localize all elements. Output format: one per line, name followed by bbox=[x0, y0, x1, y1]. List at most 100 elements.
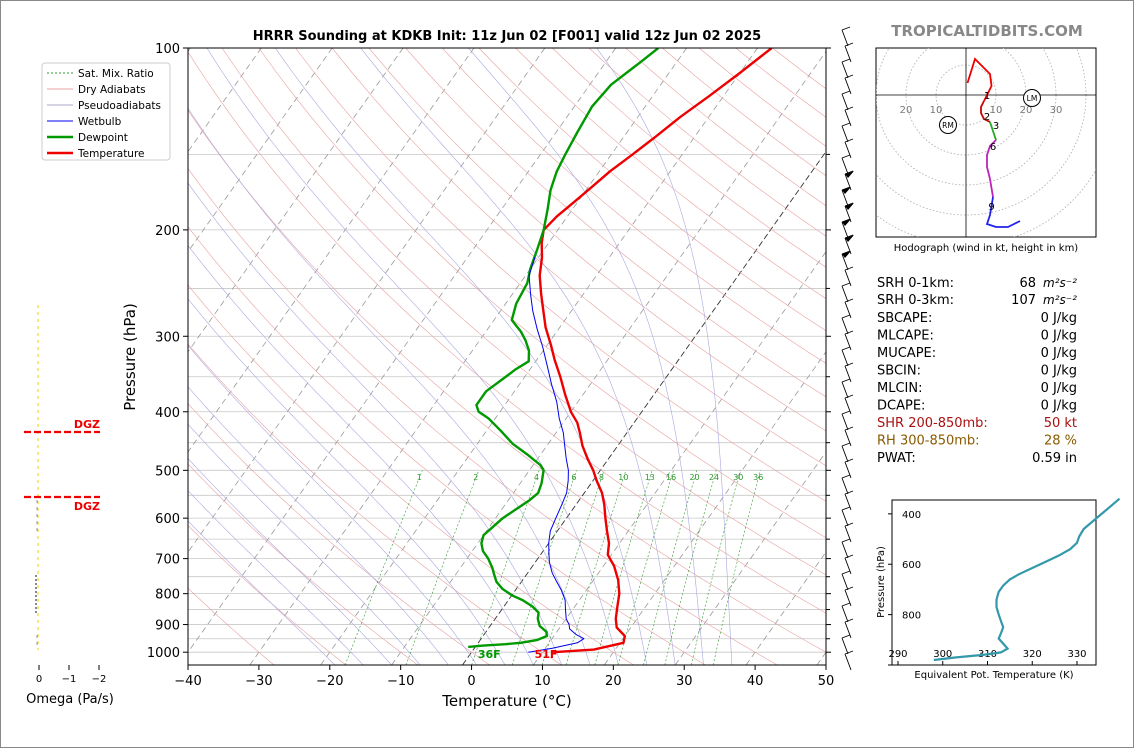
dry-adiabat bbox=[188, 525, 347, 665]
wind-barb-flag bbox=[844, 234, 854, 239]
dry-adiabat bbox=[221, 48, 826, 576]
x-tick-label: 0 bbox=[467, 674, 475, 689]
hodo-marker bbox=[939, 116, 957, 134]
index-label: PWAT: bbox=[877, 451, 916, 466]
wind-barb-flag bbox=[844, 618, 854, 623]
surface-label: 36F bbox=[478, 648, 501, 661]
dry-adiabat bbox=[188, 51, 826, 614]
hodograph-panel: 20 10 10 20 30 1 23 6 9 RM LM Hodograph (wind in k… bbox=[875, 47, 1097, 254]
srh-label: SRH 0-1km: bbox=[877, 276, 954, 291]
pseudoadiabat bbox=[188, 244, 534, 665]
wind-barb bbox=[841, 157, 849, 175]
wind-barb bbox=[841, 509, 849, 527]
index-label: SHR 200-850mb: bbox=[877, 416, 988, 431]
x-tick-label: 30 bbox=[676, 674, 693, 689]
wind-barb-flag bbox=[844, 394, 854, 399]
index-value: 28 % bbox=[1044, 434, 1077, 449]
wind-barb-flag bbox=[844, 74, 854, 79]
wind-barb-flag bbox=[844, 362, 854, 367]
legend-label: Dewpoint bbox=[78, 132, 128, 144]
pseudoadiabat bbox=[275, 48, 648, 665]
mixing-ratio-line bbox=[541, 470, 605, 665]
pseudoadiabat bbox=[468, 48, 704, 665]
mixing-ratio-label: 1 bbox=[417, 473, 422, 482]
hodo-height-label: 1 bbox=[984, 91, 990, 102]
pseudoadiabat bbox=[188, 458, 392, 665]
wind-barb-flag bbox=[841, 602, 851, 607]
isotherm bbox=[188, 48, 617, 653]
hodo-trace bbox=[980, 100, 991, 123]
dry-adiabat bbox=[478, 48, 826, 332]
x-tick-label: −10 bbox=[387, 674, 414, 689]
hodo-height-label: 6 bbox=[990, 142, 996, 153]
srh-unit: m²s⁻² bbox=[1043, 276, 1077, 290]
wind-barb-flag bbox=[844, 522, 854, 527]
dgz-top-label: DGZ bbox=[74, 418, 100, 431]
hodo-marker-label: RM bbox=[942, 121, 954, 130]
wind-barb bbox=[841, 29, 849, 47]
wind-barb-flag bbox=[844, 458, 854, 463]
wind-barb-flag bbox=[841, 474, 851, 479]
wind-barb-flag bbox=[844, 586, 854, 591]
mixing-ratio-line bbox=[712, 470, 761, 665]
legend-label: Dry Adiabats bbox=[78, 84, 146, 96]
mixing-ratio-label: 24 bbox=[709, 473, 719, 482]
x-tick-label: 10 bbox=[534, 674, 551, 689]
y-axis-label: Pressure (hPa) bbox=[121, 303, 139, 411]
y-tick-label: 600 bbox=[155, 512, 180, 527]
x-tick-label: −30 bbox=[245, 674, 272, 689]
hodo-marker-label: LM bbox=[1027, 94, 1038, 103]
index-value: 0 J/kg bbox=[1041, 381, 1077, 396]
wind-barb-pennant bbox=[845, 235, 854, 242]
index-value: 0 J/kg bbox=[1041, 399, 1077, 414]
mixing-ratio-label: 6 bbox=[571, 473, 576, 482]
wind-barb-flag bbox=[844, 266, 854, 271]
y-tick-label: 200 bbox=[155, 224, 180, 239]
y-tick-label: 500 bbox=[155, 464, 180, 479]
wind-barb-flag bbox=[841, 442, 851, 447]
surface-label: 51F bbox=[535, 648, 558, 661]
hodo-trace bbox=[986, 139, 997, 198]
mixing-ratio-line bbox=[512, 470, 577, 665]
wind-barb-flag bbox=[841, 186, 851, 191]
skewt-series bbox=[468, 48, 773, 654]
index-value: 0 J/kg bbox=[1041, 346, 1077, 361]
wind-barb-pennant bbox=[845, 171, 854, 178]
dry-adiabat bbox=[405, 48, 826, 398]
srh-unit: m²s⁻² bbox=[1043, 293, 1077, 307]
wind-barb bbox=[841, 541, 849, 559]
omega-axis-label: Omega (Pa/s) bbox=[26, 692, 114, 707]
series-wetbulb bbox=[528, 257, 585, 653]
index-label: MUCAPE: bbox=[877, 346, 936, 361]
y-tick-label: 800 bbox=[155, 588, 180, 603]
mixing-ratio-label: 2 bbox=[473, 473, 478, 482]
wind-barb bbox=[841, 349, 849, 367]
wind-barb-flag bbox=[841, 538, 851, 543]
wind-barb-flag bbox=[841, 26, 851, 31]
hodo-marker bbox=[1023, 89, 1041, 107]
pseudoadiabat bbox=[188, 107, 591, 665]
hodograph-caption: Hodograph (wind in kt, height in km) bbox=[894, 243, 1079, 254]
omega-tick-label: −1 bbox=[62, 674, 77, 685]
theta-x-tick-label: 320 bbox=[1023, 649, 1042, 660]
dry-adiabat bbox=[258, 48, 826, 539]
srh-label: SRH 0-3km: bbox=[877, 293, 954, 308]
dry-adiabat bbox=[368, 48, 826, 432]
pseudoadiabat bbox=[188, 345, 477, 665]
skewt-plot: 1 2 4 6 8 10 13 16 20 24 30 36 −40 −30 −20 −10 0 10 20 30 4… bbox=[121, 26, 854, 710]
dry-adiabat bbox=[442, 48, 826, 364]
pseudoadiabat bbox=[188, 386, 449, 665]
isotherm bbox=[391, 50, 826, 665]
dry-adiabat bbox=[188, 109, 826, 653]
legend-label: Temperature bbox=[77, 148, 145, 160]
wind-barb bbox=[841, 253, 849, 271]
watermark: TROPICALTIDBITS.COM bbox=[891, 22, 1083, 40]
mixing-ratio-line bbox=[690, 470, 741, 665]
x-tick-label: 50 bbox=[818, 674, 835, 689]
wind-barb-flag bbox=[844, 426, 854, 431]
hodo-ring-label: 30 bbox=[1050, 105, 1063, 116]
mixing-ratio-line bbox=[594, 470, 653, 665]
x-tick-label: −40 bbox=[174, 674, 201, 689]
wind-barb-flag bbox=[841, 122, 851, 127]
mixing-ratio-line bbox=[405, 470, 480, 665]
